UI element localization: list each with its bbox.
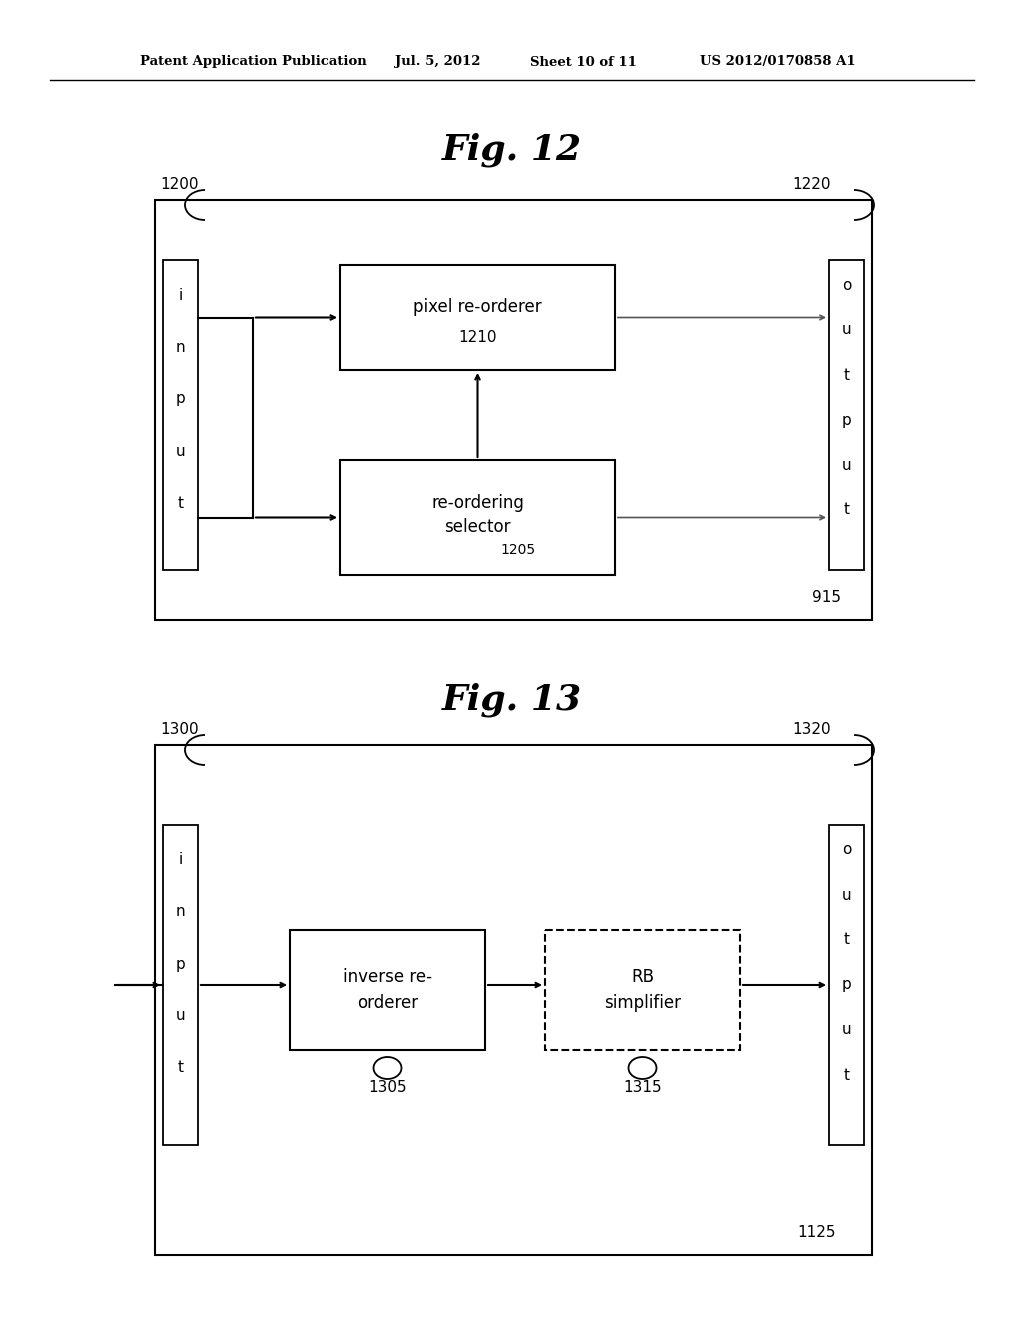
Text: 1205: 1205	[500, 543, 536, 557]
Text: u: u	[842, 887, 851, 903]
Bar	[155, 744, 872, 1255]
Bar	[340, 265, 615, 370]
Bar	[829, 260, 864, 570]
Text: p: p	[842, 412, 851, 428]
Text: t: t	[844, 932, 850, 948]
Text: pixel re-orderer: pixel re-orderer	[414, 298, 542, 317]
Text: Fig. 12: Fig. 12	[442, 133, 582, 168]
Text: Jul. 5, 2012: Jul. 5, 2012	[395, 55, 480, 69]
Text: p: p	[176, 957, 185, 972]
Text: u: u	[176, 444, 185, 458]
Text: 1125: 1125	[797, 1225, 836, 1239]
Bar	[829, 825, 864, 1144]
Text: 1300: 1300	[160, 722, 199, 737]
Text: t: t	[844, 1068, 850, 1082]
Bar	[163, 260, 198, 570]
Text: 1210: 1210	[459, 330, 497, 345]
Text: u: u	[842, 458, 851, 473]
Text: inverse re-: inverse re-	[343, 968, 432, 986]
Text: n: n	[176, 904, 185, 920]
Text: p: p	[842, 978, 851, 993]
Text: o: o	[842, 842, 851, 858]
Text: u: u	[842, 322, 851, 338]
Text: selector: selector	[444, 519, 511, 536]
Text: u: u	[842, 1023, 851, 1038]
Text: n: n	[176, 339, 185, 355]
Text: t: t	[844, 503, 850, 517]
Text: orderer: orderer	[357, 994, 418, 1012]
Text: Fig. 13: Fig. 13	[442, 682, 582, 717]
Text: u: u	[176, 1008, 185, 1023]
Text: o: o	[842, 277, 851, 293]
Text: RB: RB	[631, 968, 654, 986]
Text: p: p	[176, 392, 185, 407]
Text: simplifier: simplifier	[604, 994, 681, 1012]
Text: 915: 915	[812, 590, 841, 605]
Text: i: i	[178, 288, 182, 302]
Text: 1315: 1315	[624, 1081, 662, 1096]
Bar	[155, 201, 872, 620]
Text: i: i	[178, 853, 182, 867]
Text: 1220: 1220	[792, 177, 830, 191]
Text: re-ordering: re-ordering	[431, 494, 524, 511]
Bar	[545, 931, 740, 1049]
Text: 1200: 1200	[160, 177, 199, 191]
Text: t: t	[844, 367, 850, 383]
Bar	[340, 459, 615, 576]
Bar	[163, 825, 198, 1144]
Bar	[290, 931, 485, 1049]
Text: 1305: 1305	[369, 1081, 407, 1096]
Text: t: t	[177, 1060, 183, 1076]
Text: 1320: 1320	[792, 722, 830, 737]
Text: US 2012/0170858 A1: US 2012/0170858 A1	[700, 55, 856, 69]
Text: t: t	[177, 495, 183, 511]
Text: Patent Application Publication: Patent Application Publication	[140, 55, 367, 69]
Text: Sheet 10 of 11: Sheet 10 of 11	[530, 55, 637, 69]
